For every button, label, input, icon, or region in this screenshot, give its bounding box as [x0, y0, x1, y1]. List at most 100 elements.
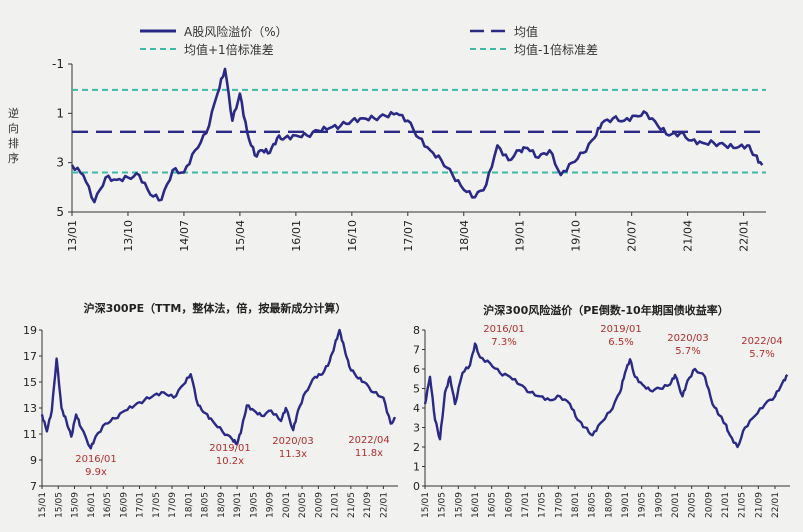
chart2-annotation-value: 11.8x [355, 448, 383, 459]
chart2-annotation-value: 11.3x [279, 449, 307, 460]
chart2-y-tick-label: 17 [23, 350, 37, 363]
legend-line-label: A股风险溢价（%） [184, 24, 288, 39]
chart1-y-tick-label: -1 [52, 57, 64, 71]
legend-mean-label: 均值 [514, 24, 538, 39]
chart1-y-tick-label: 1 [56, 106, 64, 120]
chart2-x-tick-label: 19/05 [249, 492, 259, 518]
chart3-x-tick-label: 21/09 [754, 492, 764, 518]
chart1-x-tick-label: 14/07 [178, 220, 191, 252]
chart2-x-tick-label: 18/09 [217, 492, 227, 518]
chart2-x-tick-label: 16/01 [87, 492, 97, 518]
chart3-x-tick-label: 19/09 [654, 492, 664, 518]
chart3-x-tick-label: 19/01 [621, 492, 631, 518]
chart1-x-tick-label: 19/01 [514, 220, 527, 252]
chart2-axes: 7 9 11 13 15 17 19 15/01 15/05 15/09 16/01 16/05 16/… [23, 324, 398, 518]
chart2-x-tick-label: 19/09 [266, 492, 276, 518]
chart3-x-tick-label: 17/05 [538, 492, 548, 518]
chart3-title: 沪深300风险溢价（PE倒数-10年期国债收益率） [483, 303, 728, 317]
chart2-y-tick-label: 11 [23, 428, 37, 441]
chart2-x-tick-label: 21/09 [363, 492, 373, 518]
chart2-x-tick-label: 19/01 [233, 492, 243, 518]
chart3-x-tick-label: 19/05 [638, 492, 648, 518]
chart3-annotation-value: 5.7% [675, 346, 700, 357]
chart1-x-tick-label: 19/10 [570, 220, 583, 252]
chart2-x-tick-label: 20/05 [298, 492, 308, 518]
chart2-x-tick-label: 20/01 [282, 492, 292, 518]
chart3-x-tick-label: 15/09 [454, 492, 464, 518]
chart3-x-tick-label: 20/05 [688, 492, 698, 518]
chart3-x-tick-label: 18/01 [571, 492, 581, 518]
chart1-y-tick-label: 3 [56, 156, 64, 170]
chart2-annotations: 2016/01 9.9x 2019/01 10.2x 2020/03 11.3x 2022/… [75, 435, 390, 478]
chart2-x-tick-label: 16/09 [119, 492, 129, 518]
chart1-y-tick-label: 5 [56, 205, 64, 219]
chart2-annotation-value: 10.2x [216, 456, 244, 467]
chart2-series-line [40, 328, 396, 450]
chart3-x-tick-label: 18/05 [588, 492, 598, 518]
chart2-annotation-date: 2020/03 [272, 436, 314, 447]
chart3-y-tick-label: 5 [413, 383, 420, 396]
chart2-title: 沪深300PE（TTM，整体法，倍，按最新成分计算） [84, 301, 347, 315]
chart3-x-tick-label: 21/05 [738, 492, 748, 518]
chart2-y-tick-label: 7 [30, 480, 37, 493]
chart2-x-tick-label: 18/05 [201, 492, 211, 518]
chart3-x-tick-label: 22/01 [771, 492, 781, 518]
legend-minus-label: 均值-1倍标准差 [514, 42, 598, 57]
chart1-x-tick-label: 21/04 [682, 220, 695, 252]
chart3-annotation-date: 2019/01 [600, 324, 642, 335]
chart2-x-tick-label: 22/01 [379, 492, 389, 518]
chart3-x-tick-label: 17/01 [521, 492, 531, 518]
chart3-annotation-date: 2020/03 [667, 333, 709, 344]
chart2-annotation-value: 9.9x [85, 467, 107, 478]
y-axis-label: 逆向排序 [8, 106, 19, 165]
chart3-axes: 0 1 2 3 4 5 6 7 8 15/01 15/05 15/09 16/01 16/05 16/09 1… [413, 324, 790, 518]
chart3-annotations: 2016/01 7.3% 2019/01 6.5% 2020/03 5.7% 2022/04… [483, 324, 783, 360]
chart2-annotation-date: 2022/04 [348, 435, 390, 446]
chart3-y-tick-label: 0 [413, 480, 420, 493]
chart3-series-line [423, 342, 789, 449]
chart3-y-tick-label: 7 [413, 344, 420, 357]
chart1: A股风险溢价（%） 均值 均值+1倍标准差 均值-1倍标准差 逆向排序 -113… [8, 24, 766, 252]
chart3-x-tick-label: 16/09 [504, 492, 514, 518]
chart3-y-tick-label: 1 [413, 461, 420, 474]
chart3-y-tick-label: 6 [413, 363, 420, 376]
chart2-y-tick-label: 15 [23, 376, 37, 389]
chart3: 沪深300风险溢价（PE倒数-10年期国债收益率） 0 1 2 3 4 5 6 7 8 15/01… [413, 303, 790, 518]
chart3-x-tick-label: 18/09 [604, 492, 614, 518]
chart2-x-tick-label: 17/01 [136, 492, 146, 518]
chart3-x-tick-label: 20/01 [671, 492, 681, 518]
chart2-x-tick-label: 21/01 [331, 492, 341, 518]
chart1-x-tick-label: 20/07 [626, 220, 639, 252]
chart2: 沪深300PE（TTM，整体法，倍，按最新成分计算） 7 9 11 13 15 17 19 1… [23, 301, 398, 518]
chart2-x-tick-label: 20/09 [314, 492, 324, 518]
chart2-x-tick-label: 18/01 [184, 492, 194, 518]
chart2-x-tick-label: 17/05 [152, 492, 162, 518]
chart2-x-tick-label: 15/01 [38, 492, 48, 518]
chart3-x-tick-label: 16/01 [471, 492, 481, 518]
chart2-y-tick-label: 9 [30, 454, 37, 467]
chart3-y-tick-label: 4 [413, 402, 420, 415]
chart1-x-tick-label: 18/04 [458, 220, 471, 252]
chart2-x-tick-label: 15/05 [54, 492, 64, 518]
chart3-y-tick-label: 3 [413, 422, 420, 435]
chart3-y-tick-label: 2 [413, 441, 420, 454]
chart1-axes: -1 1 3 513/01 13/10 14/07 15/04 16/01 16/10 17/07… [52, 57, 766, 252]
chart2-y-tick-label: 19 [23, 324, 37, 337]
chart3-annotation-date: 2022/04 [741, 336, 783, 347]
chart2-x-tick-label: 16/05 [103, 492, 113, 518]
chart1-x-tick-label: 13/01 [66, 220, 79, 252]
chart3-x-tick-label: 16/05 [488, 492, 498, 518]
chart3-x-tick-label: 17/09 [554, 492, 564, 518]
chart1-reference-lines [72, 88, 766, 174]
chart3-x-tick-label: 21/01 [721, 492, 731, 518]
chart3-annotation-value: 6.5% [608, 337, 633, 348]
chart2-annotation-date: 2016/01 [75, 454, 117, 465]
chart3-x-tick-label: 15/05 [438, 492, 448, 518]
chart3-y-tick-label: 8 [413, 324, 420, 337]
chart3-annotation-value: 5.7% [749, 349, 774, 360]
chart1-series-line [70, 67, 764, 204]
chart1-x-tick-label: 22/01 [738, 220, 751, 252]
chart1-x-tick-label: 17/07 [402, 220, 415, 252]
